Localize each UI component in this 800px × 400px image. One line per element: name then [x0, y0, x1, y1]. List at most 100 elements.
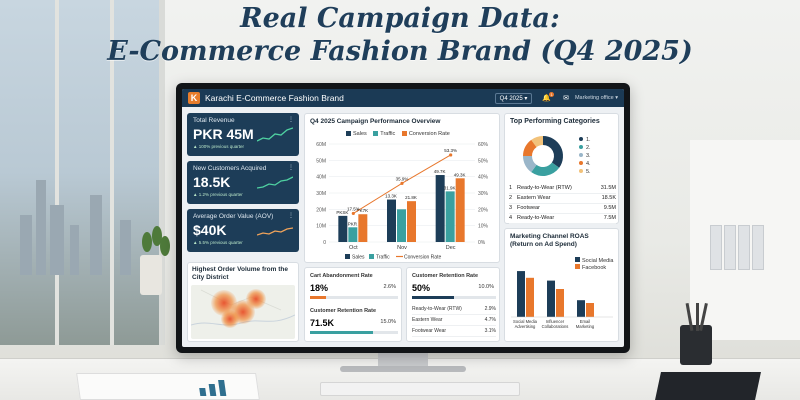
- legend-label: Conversion Rate: [404, 255, 441, 261]
- cart-progress-track: [310, 296, 398, 299]
- more-icon[interactable]: ⋮: [288, 213, 294, 219]
- retention-sub-title: Customer Retention Rate: [310, 308, 377, 314]
- legend-swatch-conversion: [401, 131, 407, 137]
- message-icon[interactable]: ✉: [563, 95, 569, 102]
- roas-bar-social[interactable]: [547, 280, 555, 317]
- map-title: Highest Order Volume from the City Distr…: [192, 266, 288, 281]
- retention-row-value: 2.9%: [484, 306, 496, 312]
- district-map[interactable]: [191, 285, 295, 339]
- retention-row-value: 3.1%: [484, 328, 496, 334]
- legend-label: Conversion Rate: [408, 131, 450, 137]
- donut-slice[interactable]: [531, 162, 560, 176]
- district-map-panel: Highest Order Volume from the City Distr…: [187, 262, 299, 342]
- y-tick-label: 60M: [316, 142, 326, 148]
- category-rank: 1: [509, 185, 513, 191]
- quarter-selector[interactable]: Q4 2025 ▾: [494, 92, 533, 104]
- cart-title: Cart Abandonment Rate: [310, 273, 373, 279]
- account-menu[interactable]: Marketing office ▾: [574, 95, 618, 101]
- legend-swatch: [579, 145, 583, 149]
- bar-traffic[interactable]: [348, 227, 358, 242]
- categories-title: Top Performing Categories: [510, 118, 600, 125]
- plant-leaf: [142, 232, 152, 252]
- kpi-card-aov[interactable]: ⋮ Average Order Value (AOV) $40K ▲ 5.5% …: [187, 209, 299, 252]
- y2-tick-label: 50%: [478, 158, 489, 164]
- customer-retention-panel: Customer Retention Rate 50% 10.0% Ready-…: [406, 267, 500, 342]
- line-data-label: 53.3%: [444, 148, 457, 153]
- category-row[interactable]: 3 Footwear 9.5M: [509, 204, 616, 214]
- y-tick-label: 10M: [316, 224, 326, 230]
- legend-label: 4.: [586, 161, 591, 167]
- conversion-rate-point[interactable]: [351, 211, 355, 216]
- bar-traffic[interactable]: [445, 191, 455, 242]
- bar-conversion-rate[interactable]: [455, 178, 465, 242]
- campaign-bar-chart: 60M 50M 40M 30M 20M 10M 0 60% 50% 40% 30% 20% 10% 0% P…: [316, 142, 489, 261]
- donut-slice[interactable]: [523, 156, 537, 173]
- legend-label: Sales: [352, 255, 365, 261]
- donut-slice[interactable]: [543, 136, 563, 168]
- roas-bar-social[interactable]: [577, 300, 585, 317]
- bar-sales[interactable]: [435, 175, 445, 242]
- kpi-value: 18.5K: [193, 174, 231, 190]
- sparkline-icon: [257, 176, 293, 189]
- conversion-rate-point[interactable]: [400, 181, 404, 185]
- city-building: [36, 180, 46, 275]
- heatmap-spot: [221, 310, 239, 328]
- legend-swatch: [575, 257, 580, 262]
- category-row[interactable]: 1 Ready-to-Wear (RTW) 31.5M: [509, 184, 616, 194]
- roas-bar-social[interactable]: [517, 271, 525, 317]
- bar-data-label: PKR: [348, 221, 358, 226]
- chart-legend-top: Sales Traffic Conversion Rate: [341, 131, 450, 137]
- category-donut-chart: [523, 136, 563, 176]
- legend-label: 5.: [586, 169, 591, 175]
- bell-icon[interactable]: 🔔 1: [542, 92, 555, 102]
- bar-sales[interactable]: [338, 215, 348, 242]
- bar-conversion-rate[interactable]: [407, 201, 416, 242]
- y2-tick-label: 60%: [478, 142, 489, 148]
- roas-bar-facebook[interactable]: [556, 289, 564, 317]
- retention-title: Customer Retention Rate: [412, 273, 479, 279]
- legend-label: Sales: [353, 131, 367, 137]
- kpi-card-customers[interactable]: ⋮ New Customers Acquired 18.5K ▲ 1.2% pr…: [187, 161, 299, 204]
- category-row[interactable]: 4 Ready-to-Wear 7.5M: [509, 214, 616, 224]
- category-legend-item: 4.: [579, 160, 591, 168]
- donut-slice[interactable]: [531, 136, 543, 148]
- y-tick-label: 50M: [316, 158, 326, 164]
- x-tick-label: Oct: [349, 245, 358, 251]
- city-building: [90, 195, 102, 275]
- retention-row-label: Eastern Wear: [412, 317, 443, 323]
- more-icon[interactable]: ⋮: [288, 165, 294, 171]
- city-building: [70, 225, 79, 275]
- kpi-card-revenue[interactable]: ⋮ Total Revenue PKR 45M ▲ 100% previous …: [187, 113, 299, 156]
- category-legend-item: 1.: [579, 136, 591, 144]
- category-value: 7.5M: [603, 215, 616, 221]
- bar-data-label: 49.7K: [434, 169, 446, 174]
- category-rank: 3: [509, 205, 513, 211]
- window-mullion: [55, 0, 59, 345]
- report-bar: [199, 388, 207, 396]
- bar-traffic[interactable]: [397, 209, 406, 242]
- cart-side-value: 2.6%: [383, 284, 396, 290]
- retention-row: Footwear Wear 3.1%: [412, 326, 496, 337]
- roas-title: Marketing Channel ROAS (Return on Ad Spe…: [510, 233, 589, 248]
- category-row[interactable]: 2 Eastern Wear 18.5K: [509, 194, 616, 204]
- donut-slice[interactable]: [523, 139, 537, 156]
- legend-label: 2.: [586, 145, 591, 151]
- kpi-change: ▲ 5.5% previous quarter: [193, 240, 243, 245]
- more-icon[interactable]: ⋮: [288, 117, 294, 123]
- legend-swatch-traffic: [373, 131, 379, 137]
- retention-side-value: 10.0%: [478, 284, 494, 290]
- conversion-rate-point[interactable]: [449, 153, 453, 157]
- bar-conversion-rate[interactable]: [358, 214, 368, 242]
- category-value: 9.5M: [603, 205, 616, 211]
- bar-data-label: 21.8K: [405, 195, 417, 200]
- office-window: [0, 0, 165, 345]
- bar-data-label: PK7K: [357, 208, 369, 213]
- legend-swatch: [575, 264, 580, 269]
- plant-leaf: [160, 236, 170, 256]
- bar-sales[interactable]: [387, 199, 396, 242]
- campaign-chart-panel: Q4 2025 Campaign Performance Overview Sa…: [304, 113, 500, 263]
- bookshelf: [690, 140, 800, 340]
- roas-bar-facebook[interactable]: [586, 303, 594, 317]
- roas-bar-facebook[interactable]: [526, 277, 534, 317]
